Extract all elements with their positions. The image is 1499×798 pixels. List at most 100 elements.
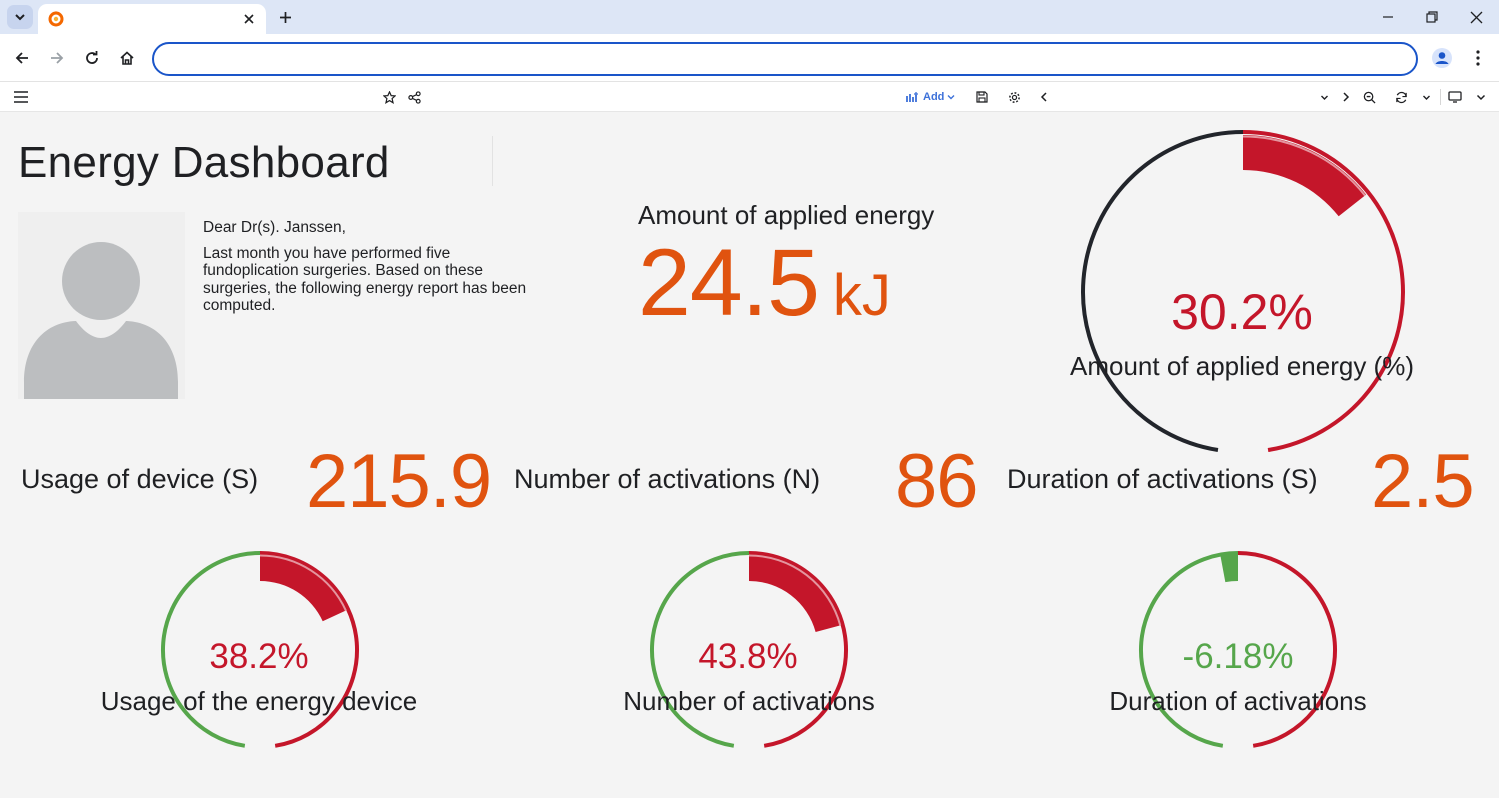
usage-gauge <box>160 551 360 748</box>
chevron-down-icon <box>15 14 25 21</box>
minimize-icon <box>1383 16 1393 18</box>
duration-gauge <box>1138 551 1338 748</box>
star-button[interactable] <box>381 89 397 105</box>
refresh-button[interactable] <box>1393 89 1409 105</box>
applied-energy-unit: kJ <box>832 263 891 328</box>
back-icon <box>15 52 28 64</box>
activations-gauge-title: Number of activations <box>623 686 875 716</box>
refresh-icon <box>1395 91 1407 103</box>
activations-value: 86 <box>895 439 979 524</box>
browser-tab[interactable] <box>38 4 266 34</box>
usage-label: Usage of device (S) <box>21 464 259 494</box>
grafana-favicon <box>48 11 64 27</box>
restore-icon <box>1426 11 1438 23</box>
gauge-base-arc <box>1138 551 1239 748</box>
dashboard-title: Energy Dashboard <box>18 138 390 187</box>
gauge-threshold-arc <box>1242 130 1405 453</box>
activations-gauge-value: 43.8% <box>698 637 798 676</box>
usage-gauge-title: Usage of the energy device <box>100 686 418 716</box>
dashboard-toolbar: Add <box>0 82 1499 112</box>
applied-energy-gauge-value: 30.2% <box>1171 284 1313 340</box>
panel-divider <box>492 136 493 186</box>
minimize-button[interactable] <box>1374 5 1402 29</box>
add-button[interactable]: Add <box>906 88 955 106</box>
address-bar[interactable] <box>152 42 1418 76</box>
gauge-value-band <box>1220 554 1238 583</box>
gauge-base-arc <box>649 551 750 748</box>
back-button[interactable] <box>10 46 34 70</box>
menu-button[interactable] <box>12 89 30 105</box>
settings-button[interactable] <box>1006 89 1022 105</box>
browser-toolbar <box>0 34 1499 82</box>
gauge-value-band <box>260 554 348 622</box>
add-panel-icon <box>906 92 918 102</box>
duration-gauge-title: Duration of activations <box>1109 686 1367 716</box>
gauge-threshold-arc <box>259 551 360 748</box>
refresh-interval-dropdown[interactable] <box>1418 89 1434 105</box>
applied-energy-label: Amount of applied energy <box>638 200 935 230</box>
chevron-right-icon <box>1343 92 1350 102</box>
duration-label: Duration of activations (S) <box>1007 464 1318 494</box>
forward-button[interactable] <box>45 46 69 70</box>
gauge-threshold-arc <box>1237 551 1338 748</box>
avatar-panel <box>18 212 185 399</box>
activations-label: Number of activations (N) <box>514 464 821 494</box>
collapse-button[interactable] <box>1036 89 1052 105</box>
applied-energy-value: 24.5 kJ <box>638 229 891 338</box>
profile-button[interactable] <box>1430 46 1454 70</box>
share-icon <box>407 90 421 104</box>
gauge-base-arc <box>160 551 261 748</box>
save-icon <box>976 91 988 103</box>
chevron-left-icon <box>1040 92 1047 102</box>
settings-icon <box>1008 91 1020 103</box>
tv-icon <box>1448 91 1462 103</box>
menu-icon <box>14 91 28 103</box>
letter-body: Last month you have performed five fundo… <box>203 244 527 315</box>
chevron-down-icon <box>947 95 955 100</box>
plus-icon <box>279 11 291 23</box>
chevron-down-icon <box>1422 95 1430 100</box>
home-button[interactable] <box>115 46 139 70</box>
duration-value: 2.5 <box>1371 439 1475 524</box>
tab-close-button[interactable] <box>240 10 258 28</box>
usage-gauge-value: 38.2% <box>209 637 309 676</box>
gauge-value-highlight <box>259 554 347 611</box>
gauge-value-highlight <box>1242 135 1366 197</box>
browser-menu-button[interactable] <box>1466 46 1490 70</box>
share-button[interactable] <box>406 89 422 105</box>
reload-button[interactable] <box>80 46 104 70</box>
letter-greeting: Dear Dr(s). Janssen, <box>203 219 346 236</box>
add-label: Add <box>923 91 945 103</box>
usage-value: 215.9 <box>306 439 492 524</box>
time-range-dropdown[interactable] <box>1316 89 1332 105</box>
close-icon <box>244 14 254 24</box>
toolbar-divider <box>1440 89 1441 105</box>
letter-text: Dear Dr(s). Janssen, Last month you have… <box>203 219 533 315</box>
activations-gauge <box>649 551 849 748</box>
time-forward-button[interactable] <box>1338 89 1354 105</box>
zoom-out-icon <box>1363 91 1376 104</box>
zoom-out-button[interactable] <box>1361 89 1377 105</box>
new-tab-button[interactable] <box>274 6 296 28</box>
restore-button[interactable] <box>1418 5 1446 29</box>
user-avatar-icon <box>24 242 178 399</box>
gauge-threshold-arc <box>748 551 849 748</box>
close-window-icon <box>1470 11 1482 23</box>
view-mode-button[interactable] <box>1447 89 1463 105</box>
applied-energy-gauge <box>1081 130 1405 453</box>
save-button[interactable] <box>974 89 990 105</box>
more-icon <box>1476 50 1480 66</box>
close-window-button[interactable] <box>1462 5 1490 29</box>
chevron-down-icon <box>1320 95 1328 100</box>
gauge-value-band <box>749 554 842 633</box>
chevron-down-icon <box>1476 94 1486 100</box>
forward-icon <box>51 52 64 64</box>
gauge-value-highlight <box>748 554 842 626</box>
gauge-base-arc <box>1081 130 1244 453</box>
duration-gauge-value: -6.18% <box>1182 637 1294 676</box>
view-mode-dropdown[interactable] <box>1473 89 1489 105</box>
reload-icon <box>86 51 98 64</box>
tab-search-button[interactable] <box>7 5 33 29</box>
tab-strip <box>0 0 1499 34</box>
star-icon <box>382 90 396 104</box>
